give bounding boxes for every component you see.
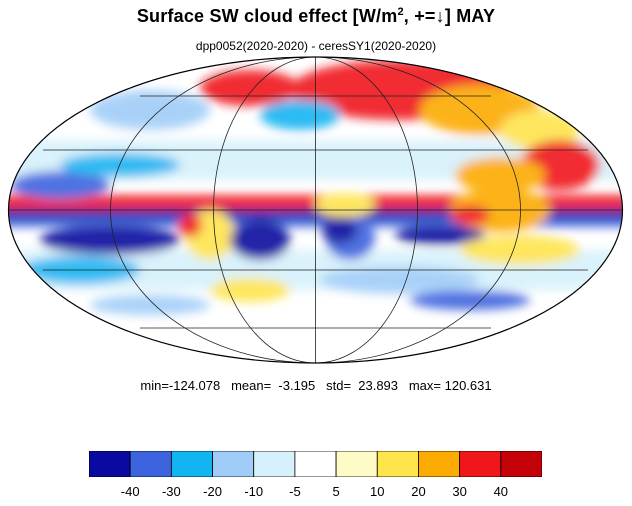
colorbar-swatch [459, 451, 502, 477]
map-subtitle: dpp0052(2020-2020) - ceresSY1(2020-2020) [195, 39, 437, 53]
colorbar [89, 451, 542, 477]
stats-line: min=-124.078 mean= -3.195 std= 23.893 ma… [140, 378, 492, 393]
colorbar-labels: -40 -30 -20 -10 -5 5 10 20 30 40 [89, 484, 542, 502]
colorbar-tick-label: 5 [332, 484, 340, 499]
colorbar-swatch [129, 451, 172, 477]
colorbar-tick-label: -10 [244, 484, 264, 499]
colorbar-tick-label: 40 [493, 484, 509, 499]
colorbar-swatch [500, 451, 542, 477]
colorbar-swatch [294, 451, 337, 477]
colorbar-swatch [376, 451, 419, 477]
colorbar-tick-label: 30 [452, 484, 467, 499]
colorbar-swatch [89, 451, 131, 477]
colorbar-tick-label: 10 [370, 484, 385, 499]
colorbar-swatch [335, 451, 378, 477]
colorbar-swatch [253, 451, 296, 477]
colorbar-tick-label: -30 [161, 484, 181, 499]
colorbar-tick-label: -40 [120, 484, 140, 499]
field-layer [8, 57, 623, 363]
colorbar-tick-label: -5 [289, 484, 301, 499]
globe-outline [7, 56, 624, 364]
colorbar-swatch [418, 451, 461, 477]
colorbar-tick-label: -20 [203, 484, 222, 499]
colorbar-swatch [170, 451, 213, 477]
colorbar-tick-label: 20 [411, 484, 426, 499]
map-title: Surface SW cloud effect [W/m2, +=↓] MAY [136, 6, 496, 26]
colorbar-swatch [212, 451, 255, 477]
